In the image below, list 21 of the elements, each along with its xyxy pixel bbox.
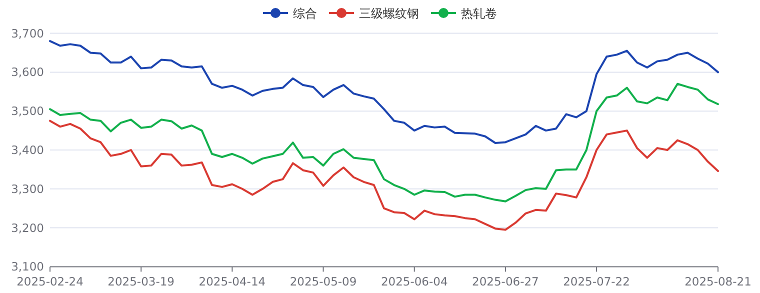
x-tick-label: 2025-06-04: [380, 274, 448, 289]
line-series: [49, 40, 719, 144]
x-tick-label: 2025-07-22: [563, 274, 630, 289]
y-tick-label: 3,700: [11, 26, 44, 40]
x-tick-label: 2025-03-19: [108, 274, 175, 289]
x-tick-label: 2025-06-27: [472, 274, 539, 289]
x-tick-label: 2025-04-14: [198, 274, 266, 289]
y-tick-label: 3,200: [11, 220, 44, 235]
line-series: [49, 120, 719, 231]
legend-label: 综合: [293, 6, 317, 20]
y-tick-label: 3,300: [11, 182, 44, 196]
y-tick-label: 3,400: [11, 143, 44, 157]
x-tick-label: 2025-02-24: [16, 274, 84, 289]
x-tick-label: 2025-08-21: [684, 274, 752, 289]
legend-label: 热轧卷: [461, 6, 497, 20]
y-tick-label: 3,100: [11, 260, 44, 274]
y-tick-label: 3,500: [11, 104, 44, 118]
line-series: [49, 82, 719, 202]
x-tick-label: 2025-05-09: [290, 274, 357, 289]
legend-label: 三级螺纹钢: [359, 6, 419, 20]
y-tick-label: 3,600: [11, 65, 44, 80]
